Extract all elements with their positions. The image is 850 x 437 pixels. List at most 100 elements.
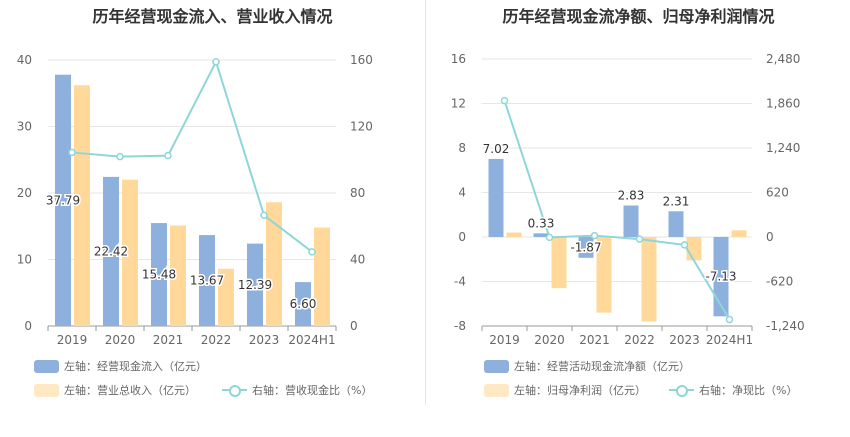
y-axis-right-tick: 80 — [350, 186, 365, 200]
legend-swatch — [669, 383, 694, 397]
x-axis-tick-label: 2022 — [201, 333, 232, 347]
bar-secondary-4 — [266, 202, 282, 326]
legend-label: 右轴：净现比（%） — [699, 384, 798, 397]
y-axis-right-tick: 0 — [350, 319, 358, 333]
y-axis-right-tick: 1,240 — [766, 141, 800, 155]
data-label: 13.67 — [190, 274, 224, 288]
legend-item-revenue[interactable]: 左轴：营业总收入（亿元） — [34, 383, 196, 397]
chart-panel-left: 历年经营现金流入、营业收入情况 0 10 20 30 40 0 40 80 120 160 2019… — [17, 7, 373, 397]
legend-swatch — [222, 383, 247, 397]
legend-item-net-profit[interactable]: 左轴：归母净利润（亿元） — [484, 383, 646, 397]
x-axis-tick-label: 2019 — [57, 333, 88, 347]
data-label: 7.02 — [483, 142, 510, 156]
x-axis-tick-label: 2020 — [105, 333, 136, 347]
data-label: -1.87 — [570, 240, 601, 254]
legend-label: 左轴：营业总收入（亿元） — [64, 384, 196, 397]
y-axis-left-tick: 10 — [17, 253, 32, 267]
legend-item-net-cash-flow[interactable]: 左轴：经营活动现金流净额（亿元） — [484, 359, 690, 373]
bar-secondary-2 — [170, 225, 186, 326]
line-point-2 — [164, 151, 172, 160]
x-axis-tick-label: 2023 — [669, 333, 700, 347]
bar-secondary-0 — [506, 232, 522, 237]
panel-divider — [425, 0, 426, 405]
legend-swatch — [484, 383, 509, 397]
data-label: 15.48 — [142, 268, 176, 282]
y-axis-right-tick: 2,480 — [766, 52, 800, 66]
bar-secondary-2 — [596, 237, 612, 313]
bar-4 — [668, 211, 684, 237]
legend-label: 右轴：营收现金比（%） — [252, 384, 373, 397]
legend-swatch — [34, 359, 59, 373]
data-label: 22.42 — [94, 244, 128, 258]
line-point-2 — [590, 231, 599, 240]
bar-1 — [103, 176, 119, 326]
legend-swatch — [34, 383, 59, 397]
chart-title: 历年经营现金流净额、归母净利润情况 — [502, 7, 775, 26]
bar-2 — [151, 223, 167, 326]
line-point-3 — [635, 235, 644, 243]
chart-canvas-left: 0 10 20 30 40 0 40 80 120 160 2019 2020 2021 2022 2023… — [17, 53, 373, 347]
y-axis-left-tick: 30 — [17, 120, 32, 134]
bar-0 — [488, 158, 504, 237]
legend-item-net-cash-ratio[interactable]: 右轴：净现比（%） — [669, 383, 797, 397]
data-label: 12.39 — [238, 278, 272, 292]
line-point-1 — [116, 152, 124, 161]
chart-panel-right: 历年经营现金流净额、归母净利润情况 -8 -4 0 4 8 12 16 -1,240 -620 0… — [427, 0, 850, 437]
data-label: 2.83 — [618, 189, 645, 203]
line-point-4 — [260, 211, 268, 220]
y-axis-right-tick: -1,240 — [766, 319, 805, 333]
data-label: 2.31 — [663, 194, 690, 208]
legend-label: 左轴：经营现金流入（亿元） — [64, 360, 207, 373]
series-line — [71, 59, 313, 253]
bar-secondary-0 — [74, 85, 90, 327]
y-axis-left-tick: -4 — [454, 275, 466, 289]
x-axis-tick-label: 2020 — [534, 333, 565, 347]
chart-title: 历年经营现金流入、营业收入情况 — [92, 7, 333, 26]
y-axis-right-tick: 120 — [350, 120, 373, 134]
y-axis-left-tick: 0 — [24, 319, 32, 333]
legend-label: 左轴：经营活动现金流净额（亿元） — [514, 360, 690, 373]
legend-item-cash-ratio[interactable]: 右轴：营收现金比（%） — [222, 383, 372, 397]
y-axis-right-tick: 0 — [766, 230, 774, 244]
x-axis-tick-label: 2023 — [249, 333, 280, 347]
y-axis-right-tick: 40 — [350, 253, 365, 267]
legend-label: 左轴：归母净利润（亿元） — [514, 384, 646, 397]
x-axis-tick-label: 2022 — [624, 333, 655, 347]
y-axis-left-tick: 40 — [17, 53, 32, 67]
chart-canvas-right: -8 -4 0 4 8 12 16 -1,240 -620 0 620 1,240 1,860 2,480… — [451, 52, 805, 347]
line-point-1 — [545, 233, 554, 242]
line-point-0 — [68, 148, 76, 157]
bar-0 — [55, 74, 71, 326]
y-axis-right-tick: 1,860 — [766, 97, 800, 111]
y-axis-left-tick: 4 — [458, 186, 466, 200]
legend-item-cash-inflow[interactable]: 左轴：经营现金流入（亿元） — [34, 359, 207, 373]
legend-swatch — [484, 359, 509, 373]
x-axis-tick-label: 2021 — [579, 333, 610, 347]
data-label: 6.60 — [290, 297, 317, 311]
y-axis-right-tick: 160 — [350, 53, 373, 67]
y-axis-left-tick: 20 — [17, 186, 32, 200]
bar-4 — [247, 243, 263, 326]
bar-secondary-5 — [731, 230, 747, 237]
bar-secondary-3 — [218, 268, 234, 326]
x-axis-tick-label: 2019 — [489, 333, 520, 347]
bar-5 — [295, 282, 311, 326]
bar-secondary-1 — [122, 179, 138, 326]
data-label: 0.33 — [528, 216, 555, 230]
bar-secondary-1 — [551, 237, 567, 289]
series-line — [503, 100, 731, 321]
bar-5 — [713, 237, 729, 317]
bar-3 — [623, 205, 639, 237]
bar-1 — [533, 233, 549, 237]
bar-3 — [199, 235, 215, 326]
y-axis-left-tick: 0 — [458, 230, 466, 244]
bar-2 — [578, 237, 594, 258]
y-axis-left-tick: -8 — [454, 319, 466, 333]
bar-secondary-4 — [686, 237, 702, 261]
line-point-0 — [500, 96, 509, 105]
line-point-5 — [308, 248, 316, 256]
line-point-3 — [212, 58, 220, 66]
x-axis-tick-label: 2024H1 — [288, 333, 335, 347]
y-axis-right-tick: -620 — [766, 275, 793, 289]
line-point-4 — [680, 241, 689, 249]
